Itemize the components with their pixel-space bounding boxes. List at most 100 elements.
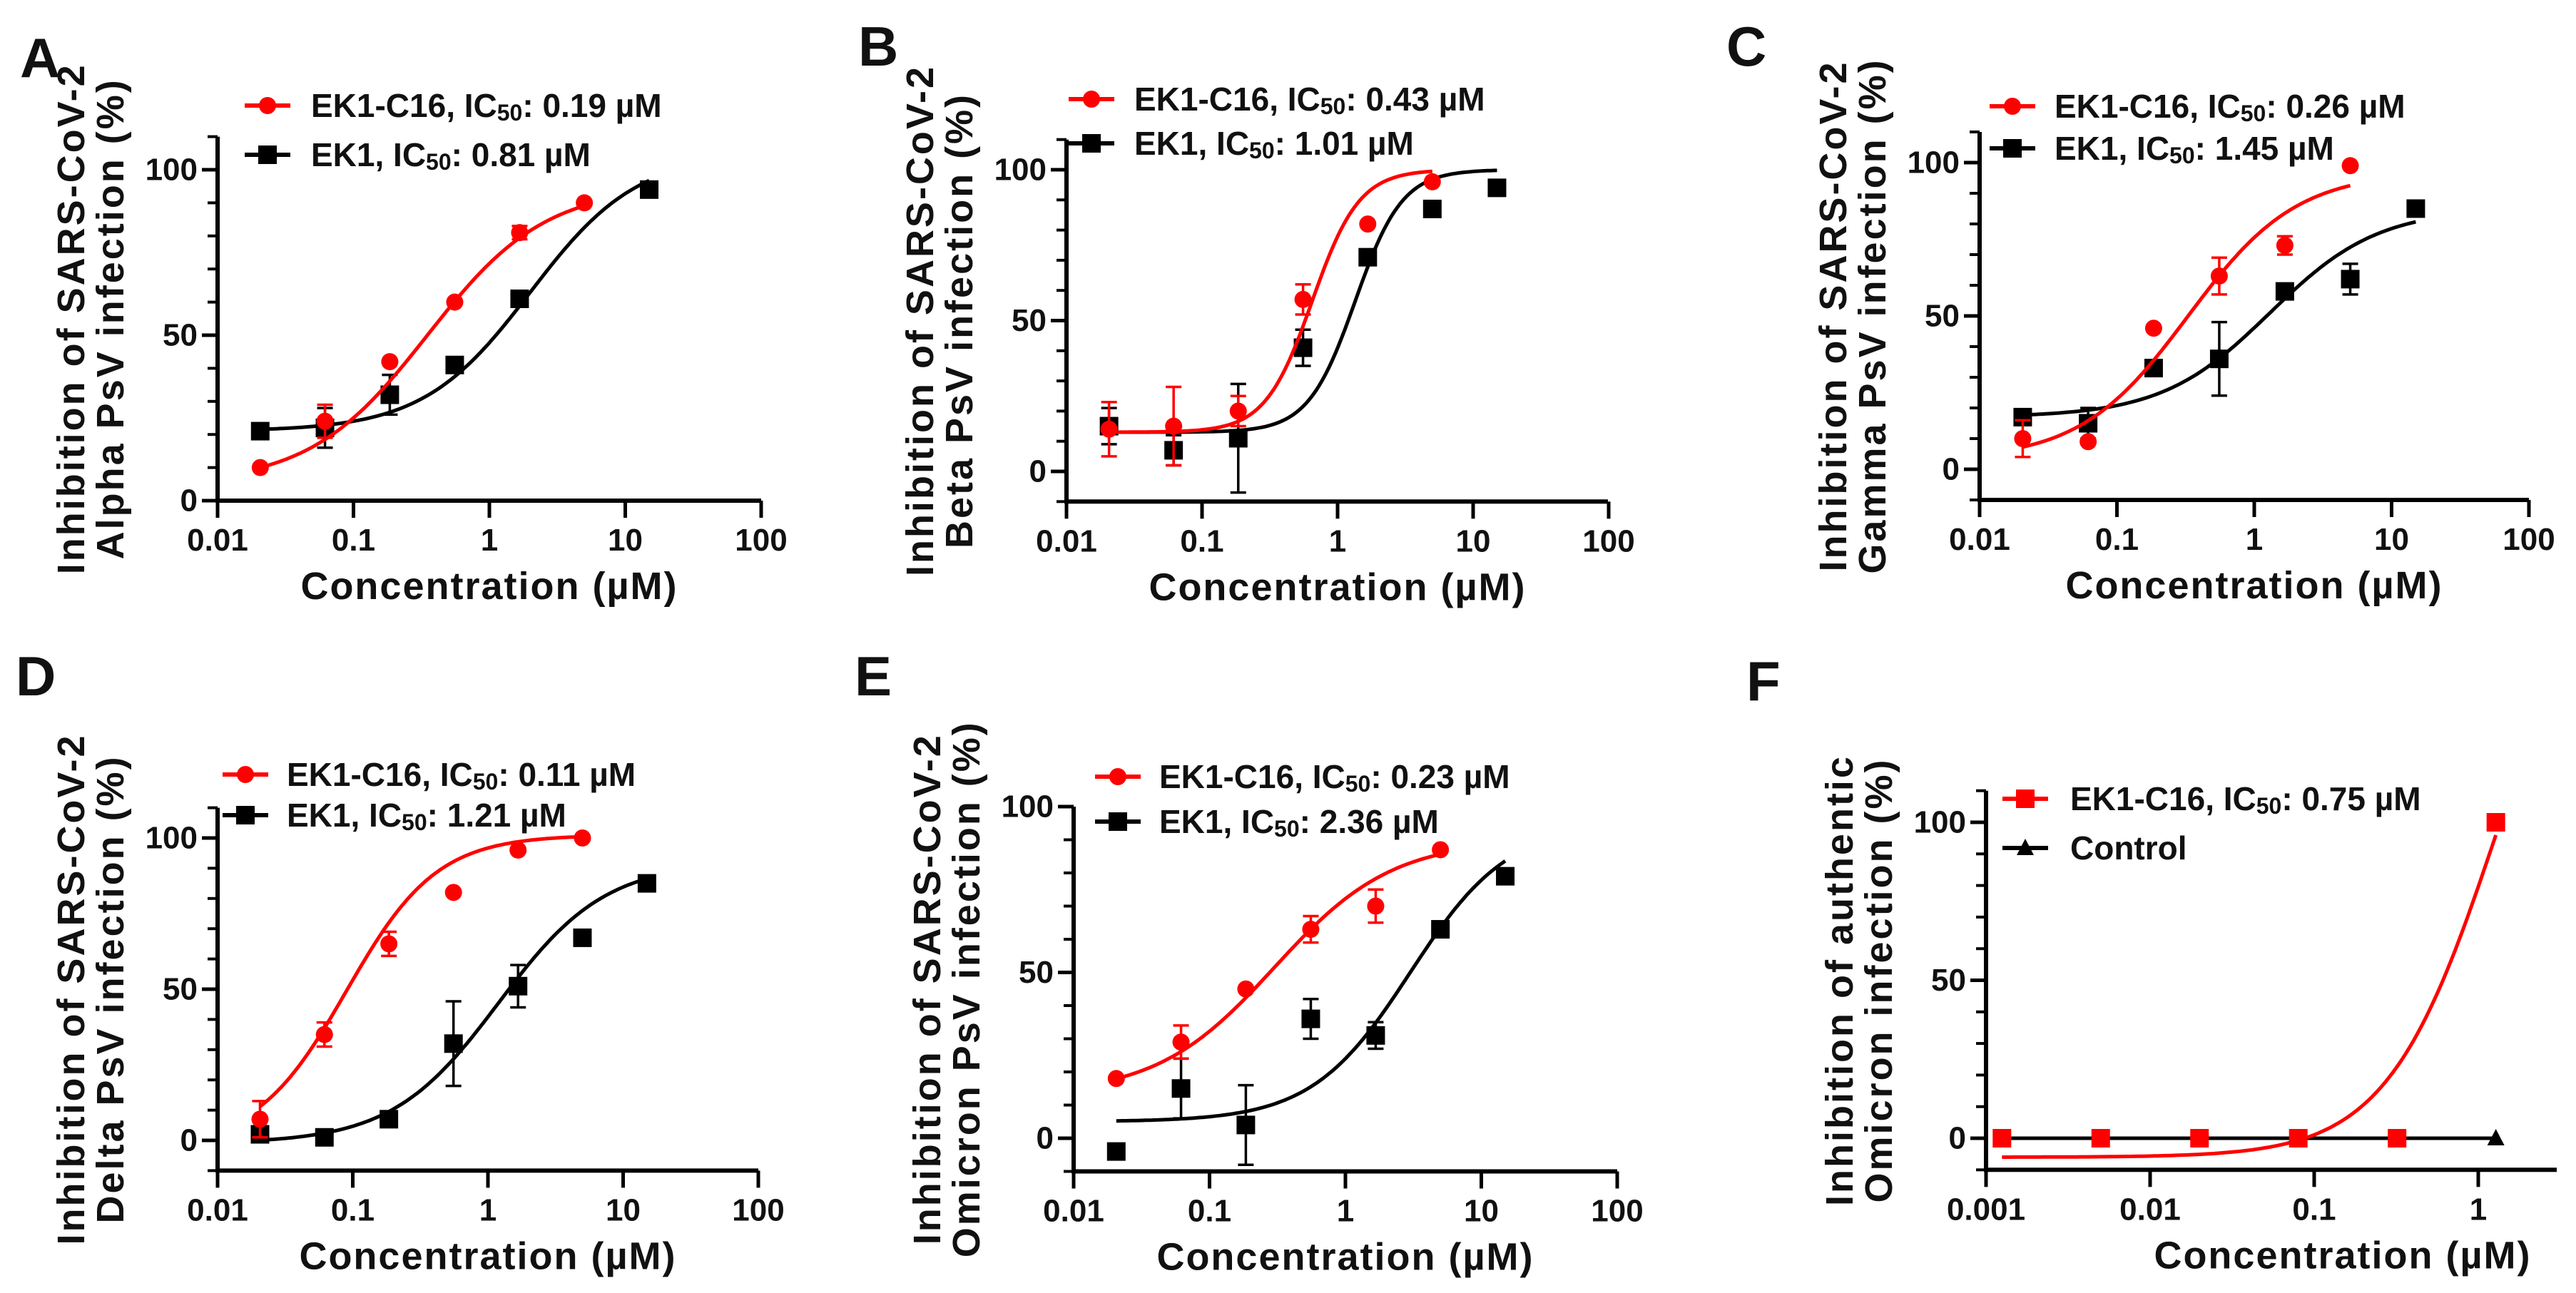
legend-marker xyxy=(236,806,255,824)
series-ek1 xyxy=(250,178,659,449)
data-point xyxy=(2406,199,2425,218)
data-point xyxy=(2276,237,2294,255)
panel-d: D 0 50 100 0.01 0.1 1 10 100 Concentration (µM) In… xyxy=(16,645,785,1277)
legend-label: EK1-C16, IC50: 0.26 µM xyxy=(2055,88,2406,126)
panel-b: B 0 50 100 0.01 0.1 1 10 100 Concentration (µM) In… xyxy=(858,15,1635,608)
legend-subscript: 50 xyxy=(473,769,499,794)
data-point xyxy=(2190,1129,2209,1148)
x-tick-label: 100 xyxy=(735,523,787,558)
x-tick-label: 10 xyxy=(1464,1194,1499,1229)
legend-marker xyxy=(259,97,276,114)
legend-label: EK1, IC50: 0.81 µM xyxy=(311,136,591,175)
panel-e: E 0 50 100 0.01 0.1 1 10 100 Concentration (µM) In… xyxy=(855,645,1644,1279)
y-axis-title-line: Inhibition of SARS-CoV-2 xyxy=(906,733,949,1245)
data-point xyxy=(381,353,399,371)
legend-label: EK1, IC50: 1.01 µM xyxy=(1134,125,1414,163)
series-ek1-c16 xyxy=(2014,157,2359,459)
y-tick-label: 50 xyxy=(1012,303,1047,338)
legend-label: EK1-C16, IC50: 0.19 µM xyxy=(311,87,662,126)
series-ek1 xyxy=(1099,168,1507,494)
x-tick-label: 100 xyxy=(2503,522,2555,557)
legend-name: EK1, IC xyxy=(311,136,426,173)
legend-subscript: 50 xyxy=(1274,816,1300,842)
x-tick-label: 0.1 xyxy=(1180,523,1223,558)
x-tick-label: 0.01 xyxy=(1043,1194,1104,1229)
legend-value: : 0.75 µM xyxy=(2281,780,2420,817)
x-tick-label: 100 xyxy=(1591,1194,1643,1229)
y-tick-label: 50 xyxy=(1019,955,1054,990)
y-axis-title-line: Inhibition of authentic xyxy=(1818,755,1861,1206)
y-tick-label: 0 xyxy=(180,484,198,518)
data-point xyxy=(2388,1129,2407,1148)
series-ek1 xyxy=(250,874,656,1147)
x-axis-title: Concentration (µM) xyxy=(299,1235,676,1277)
legend-label: EK1-C16, IC50: 0.75 µM xyxy=(2070,780,2421,819)
data-point xyxy=(1302,921,1320,939)
y-tick-label: 100 xyxy=(994,153,1047,188)
data-point xyxy=(445,355,464,374)
data-point xyxy=(511,224,529,242)
data-point xyxy=(2486,813,2505,832)
x-tick-label: 0.1 xyxy=(1188,1194,1231,1229)
legend-value: : 1.21 µM xyxy=(427,797,566,834)
data-point xyxy=(315,1026,333,1043)
legend-item: EK1-C16, IC50: 0.26 µM xyxy=(1990,88,2406,126)
x-tick-label: 0.1 xyxy=(331,1192,375,1227)
data-point xyxy=(1172,1033,1190,1051)
x-axis-title: Concentration (µM) xyxy=(300,565,678,608)
data-point xyxy=(1358,247,1378,267)
y-axis-title-line: Inhibition of SARS-CoV-2 xyxy=(50,734,93,1245)
panel-a: A 0 50 100 0.01 0.1 1 10 100 Concentration (µM) In… xyxy=(20,26,788,608)
panel-c: C 0 50 100 0.01 0.1 1 10 100 Concentration (µM) In… xyxy=(1726,15,2555,607)
panel-letter: A xyxy=(20,26,60,89)
data-point xyxy=(2341,157,2359,175)
legend-item: Control xyxy=(2002,829,2187,867)
legend-subscript: 50 xyxy=(1345,771,1371,797)
legend-label: Control xyxy=(2070,829,2187,867)
series-ek1 xyxy=(1106,859,1515,1166)
legend-marker xyxy=(1083,91,1100,108)
legend-marker xyxy=(2003,139,2022,158)
y-tick-label: 50 xyxy=(163,972,198,1007)
legend-name: EK1-C16, IC xyxy=(2055,88,2241,125)
legend-value: : 1.45 µM xyxy=(2195,130,2334,167)
x-tick-label: 1 xyxy=(2246,522,2263,557)
y-tick-label: 100 xyxy=(146,821,198,856)
y-tick-label: 0 xyxy=(1037,1121,1054,1156)
y-tick-label: 0 xyxy=(1949,1121,1966,1156)
legend-value: : 0.43 µM xyxy=(1345,81,1485,118)
data-point xyxy=(380,1110,399,1129)
x-tick-label: 0.01 xyxy=(187,523,248,558)
data-point xyxy=(573,928,592,947)
x-tick-label: 10 xyxy=(606,1192,641,1227)
legend-name: EK1-C16, IC xyxy=(2070,780,2256,817)
data-point xyxy=(2210,267,2228,285)
data-point xyxy=(316,412,334,430)
data-point xyxy=(1107,1070,1125,1088)
legend-item: EK1, IC50: 1.21 µM xyxy=(223,797,566,835)
y-tick-label: 100 xyxy=(1908,145,1960,180)
data-point xyxy=(2014,430,2032,447)
x-tick-label: 1 xyxy=(1329,523,1346,558)
data-point xyxy=(250,421,270,441)
legend-label: EK1-C16, IC50: 0.11 µM xyxy=(287,756,636,794)
x-axis-title: Concentration (µM) xyxy=(1156,1236,1534,1279)
data-point xyxy=(1422,199,1442,218)
legend-name: EK1, IC xyxy=(287,797,402,834)
data-point xyxy=(1171,1079,1191,1098)
legend-subscript: 50 xyxy=(426,149,452,175)
data-point xyxy=(1487,178,1507,198)
data-point xyxy=(2341,270,2360,289)
data-point xyxy=(509,976,528,996)
legend-subscript: 50 xyxy=(402,809,427,835)
x-tick-label: 10 xyxy=(1456,523,1491,558)
fit-curve xyxy=(258,834,583,1108)
y-tick-label: 0 xyxy=(180,1123,198,1158)
y-axis-title-line: Beta PsV infection (%) xyxy=(938,93,981,548)
legend-value: : 1.01 µM xyxy=(1275,125,1414,162)
y-axis-title-line: Omicron infection (%) xyxy=(1858,757,1900,1202)
y-tick-label: 100 xyxy=(1002,789,1054,824)
fit-curve xyxy=(1116,852,1441,1080)
legend-name: EK1-C16, IC xyxy=(311,87,497,124)
